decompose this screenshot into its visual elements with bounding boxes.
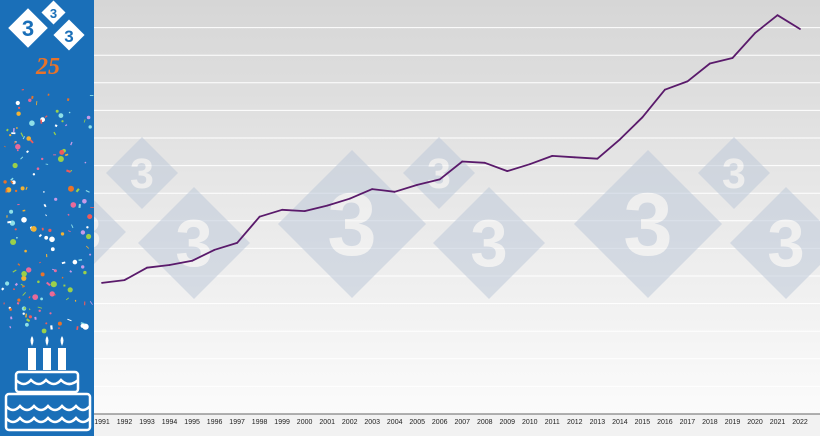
- data-point: [596, 157, 599, 160]
- x-tick-label: 2003: [364, 419, 380, 426]
- x-tick-label: 2008: [477, 419, 493, 426]
- sidebar-graphics: 3 3 3 25: [1, 0, 94, 432]
- chart-area: 333333333 199119921993199419951996199719…: [94, 0, 820, 436]
- data-point: [619, 138, 621, 141]
- svg-text:3: 3: [130, 150, 154, 198]
- x-tick-label: 2009: [500, 419, 516, 426]
- data-point: [191, 259, 193, 262]
- data-point: [686, 80, 689, 83]
- x-tick-label: 2015: [635, 419, 651, 426]
- data-point: [236, 242, 239, 244]
- svg-text:3: 3: [767, 207, 804, 282]
- svg-text:3: 3: [427, 150, 451, 198]
- data-point: [754, 32, 756, 34]
- x-tick-label: 2012: [567, 419, 583, 426]
- data-point: [416, 184, 419, 186]
- data-point: [371, 188, 374, 191]
- svg-text:3: 3: [722, 150, 746, 198]
- watermark-logo-icon: 3: [573, 149, 723, 299]
- svg-text:3: 3: [175, 207, 212, 282]
- x-tick-label: 2022: [792, 419, 808, 426]
- data-point: [799, 28, 801, 30]
- x-tick-label: 2013: [590, 419, 606, 426]
- x-tick-label: 2006: [432, 419, 448, 426]
- data-point: [123, 279, 126, 281]
- x-tick-label: 2001: [319, 419, 335, 426]
- series-line: [101, 14, 801, 284]
- svg-text:3: 3: [470, 207, 507, 282]
- x-tick-label: 1996: [207, 419, 223, 426]
- data-point: [281, 208, 283, 211]
- x-axis-ticks: 1991 1992 1993 1994 1995 1996 1997 1998 1999 2000…: [94, 419, 808, 426]
- x-tick-label: 2007: [455, 419, 471, 426]
- x-tick-label: 2017: [680, 419, 696, 426]
- data-point: [348, 197, 351, 200]
- x-tick-label: 1992: [117, 419, 133, 426]
- data-point: [641, 116, 644, 119]
- data-point: [393, 190, 396, 193]
- data-point: [709, 62, 711, 65]
- data-point: [528, 163, 531, 166]
- anniversary-label: 25: [35, 54, 60, 80]
- confetti-icon: [1, 89, 94, 334]
- logo-digit-3: 3: [64, 27, 73, 46]
- watermark-logo-icon: 3: [277, 149, 427, 299]
- x-tick-label: 2004: [387, 419, 403, 426]
- gridlines: [94, 27, 820, 387]
- series-layer: [101, 14, 801, 284]
- data-point: [146, 266, 148, 269]
- x-tick-label: 2011: [545, 419, 560, 426]
- svg-text:3: 3: [94, 206, 101, 258]
- data-point: [303, 210, 306, 213]
- x-tick-label: 1998: [252, 419, 268, 426]
- x-tick-label: 2021: [770, 419, 786, 426]
- x-tick-label: 2016: [657, 419, 673, 426]
- x-tick-label: 1999: [274, 419, 290, 426]
- x-tick-label: 1995: [184, 419, 200, 426]
- x-tick-label: 1997: [229, 419, 245, 426]
- data-point: [731, 57, 734, 59]
- data-point: [483, 161, 486, 164]
- line-chart: 333333333 199119921993199419951996199719…: [94, 0, 820, 426]
- watermark-logo-icon: 3: [432, 186, 546, 299]
- x-tick-label: 2020: [747, 419, 763, 426]
- x-tick-label: 2000: [297, 419, 313, 426]
- data-point: [573, 156, 576, 159]
- brand-sidebar: 3 3 3 25: [0, 0, 94, 436]
- logo-333-icon: 3 3 3: [8, 0, 85, 51]
- x-tick-label: 2010: [522, 419, 538, 426]
- x-tick-label: 2002: [342, 419, 358, 426]
- x-tick-label: 2018: [702, 419, 718, 426]
- x-tick-label: 1991: [94, 419, 110, 426]
- data-point: [326, 204, 329, 207]
- birthday-cake-icon: [4, 336, 92, 432]
- data-point: [551, 155, 554, 157]
- logo-digit-2: 3: [50, 6, 57, 21]
- x-tick-label: 2019: [725, 419, 741, 426]
- logo-digit-1: 3: [22, 16, 34, 41]
- data-point: [168, 264, 171, 266]
- x-tick-label: 1993: [139, 419, 155, 426]
- svg-text:3: 3: [327, 174, 377, 274]
- svg-text:3: 3: [623, 174, 673, 274]
- data-point: [438, 178, 441, 181]
- data-point: [101, 282, 103, 284]
- x-tick-label: 2014: [612, 419, 628, 426]
- data-point: [506, 170, 509, 173]
- data-point: [461, 160, 464, 163]
- data-point: [776, 14, 779, 17]
- x-tick-label: 2005: [409, 419, 425, 426]
- x-tick-label: 1994: [162, 419, 178, 426]
- data-point: [664, 88, 666, 91]
- data-point: [213, 248, 216, 251]
- data-point: [258, 215, 261, 218]
